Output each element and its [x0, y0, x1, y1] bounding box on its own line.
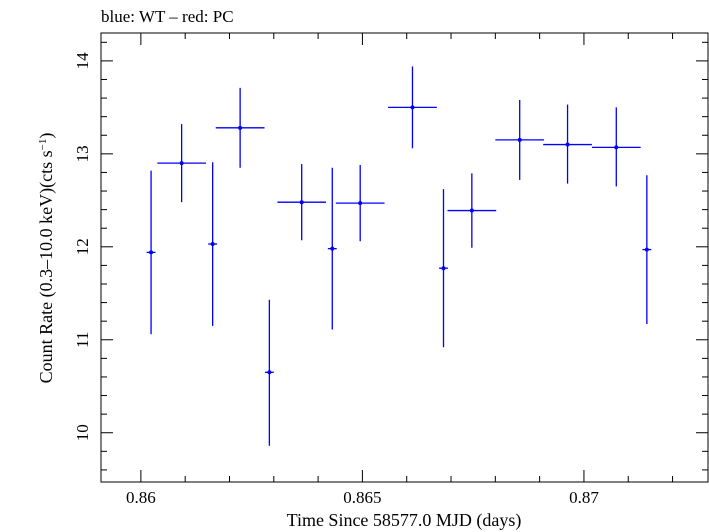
y-axis-label: Count Rate (0.3–10.0 keV)(cts s−1) — [36, 133, 57, 384]
data-marker — [644, 247, 649, 252]
data-marker — [410, 105, 415, 110]
y-axis-label-end: ) — [36, 133, 57, 139]
data-point — [439, 189, 448, 348]
data-point — [543, 104, 592, 184]
data-marker — [238, 125, 243, 130]
data-point — [591, 107, 641, 187]
x-axis-label: Time Since 58577.0 MJD (days) — [287, 510, 522, 531]
data-marker — [469, 208, 474, 213]
data-marker — [267, 370, 272, 375]
y-tick-label: 14 — [73, 52, 92, 70]
y-axis-label-superscript: −1 — [37, 139, 49, 151]
data-marker — [517, 137, 522, 142]
data-marker — [299, 200, 304, 205]
x-tick-label: 0.865 — [343, 488, 381, 507]
data-point — [327, 167, 337, 330]
data-marker — [565, 142, 570, 147]
data-point — [146, 170, 156, 335]
x-tick-label: 0.87 — [569, 488, 599, 507]
data-point — [157, 124, 207, 203]
data-point — [215, 87, 265, 168]
data-point — [642, 175, 652, 324]
y-tick-label: 10 — [73, 424, 92, 441]
y-axis-ticks: 10 11 12 13 14 — [73, 41, 708, 471]
chart-title: blue: WT – red: PC — [101, 7, 234, 26]
data-marker — [441, 266, 446, 271]
y-tick-label: 13 — [73, 145, 92, 162]
data-point — [208, 162, 218, 326]
data-marker — [358, 201, 363, 206]
x-axis-ticks: 0.86 0.865 0.87 — [126, 33, 674, 507]
data-point — [277, 164, 327, 241]
y-axis-label-main: Count Rate (0.3–10.0 keV)(cts s — [36, 150, 57, 383]
y-tick-label: 12 — [73, 238, 92, 255]
data-point — [388, 66, 437, 149]
data-point — [447, 173, 497, 248]
plot-frame — [100, 32, 709, 483]
data-marker — [210, 242, 215, 247]
data-point — [335, 165, 385, 242]
data-point — [264, 299, 274, 446]
data-marker — [330, 246, 335, 251]
data-point — [495, 99, 545, 180]
data-marker — [614, 145, 619, 150]
data-marker — [179, 161, 184, 166]
y-tick-label: 11 — [73, 332, 92, 348]
data-marker — [149, 250, 154, 255]
x-tick-label: 0.86 — [126, 488, 156, 507]
data-points — [146, 66, 652, 446]
